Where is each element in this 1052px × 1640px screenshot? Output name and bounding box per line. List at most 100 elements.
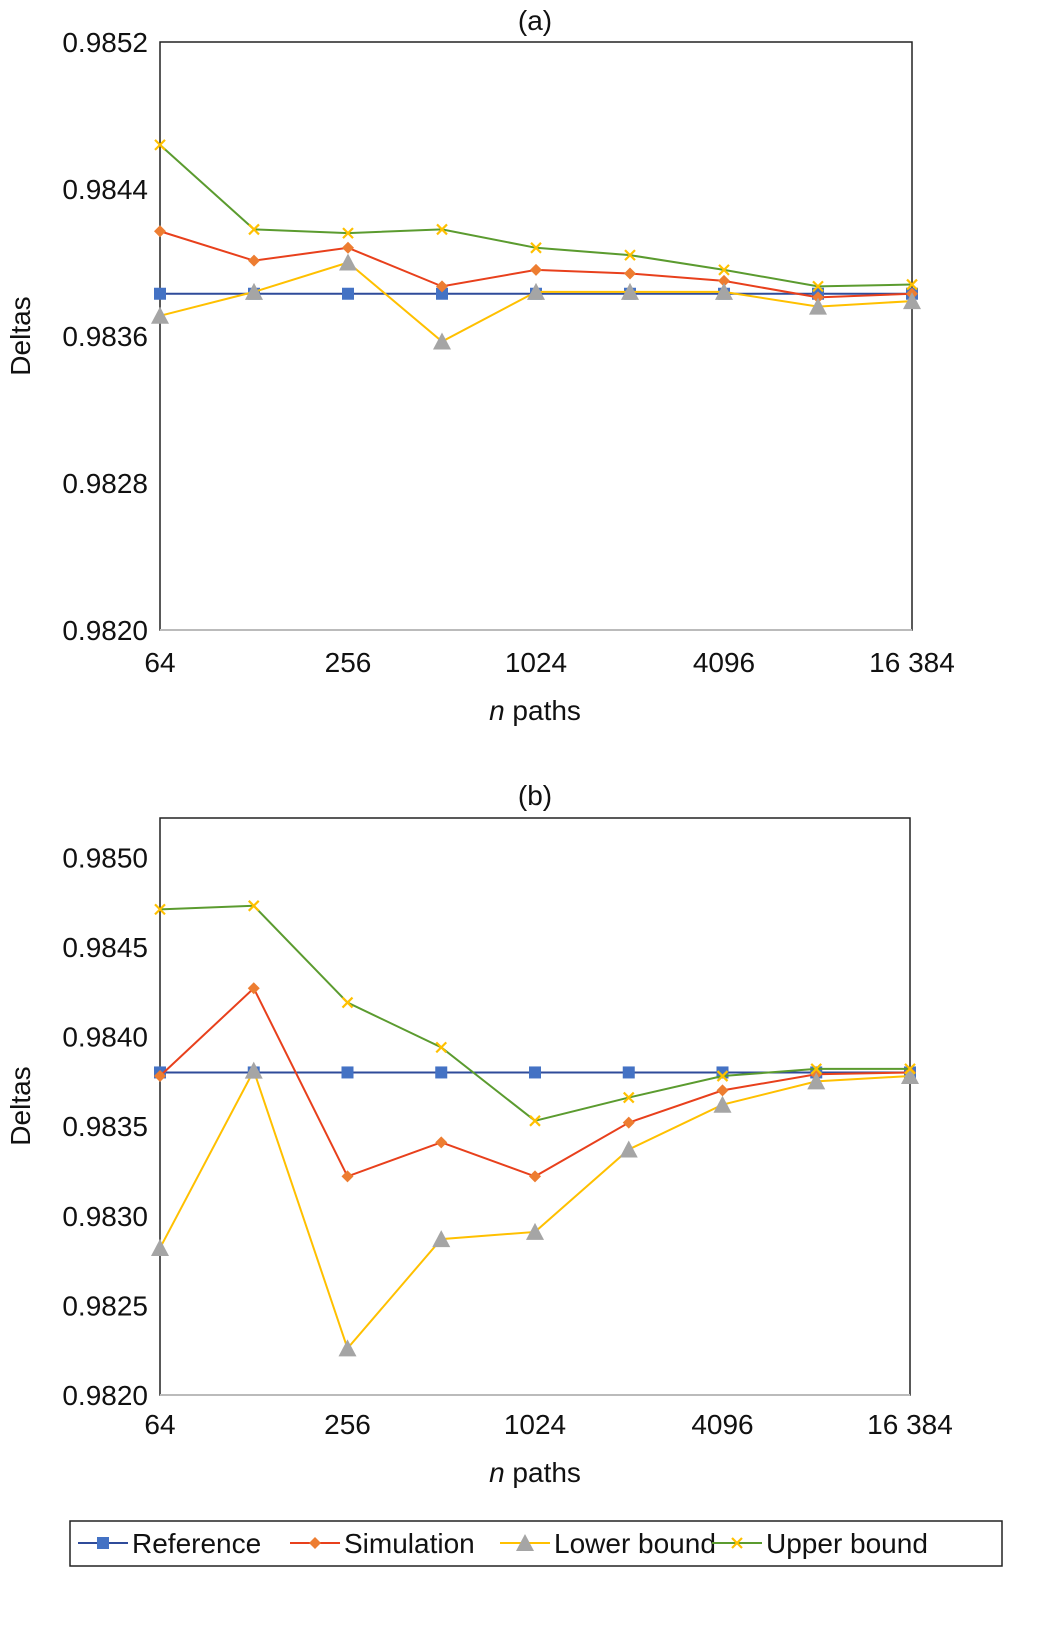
data-point-upper-bound	[530, 242, 542, 254]
panel-b-title: (b)	[518, 780, 552, 811]
y-tick-label: 0.9820	[62, 1380, 148, 1411]
data-point-upper-bound	[716, 1070, 729, 1082]
data-point-lower-bound	[619, 1140, 638, 1158]
series-upper-bound	[154, 900, 916, 1127]
data-point-lower-bound	[432, 1230, 451, 1248]
data-point-lower-bound	[715, 282, 733, 300]
data-point-simulation	[624, 267, 636, 280]
legend-label-simulation: Simulation	[344, 1528, 475, 1559]
data-point-reference	[529, 1066, 541, 1079]
data-point-lower-bound	[338, 1339, 357, 1357]
panel-a-xlabel-n: n	[489, 695, 505, 726]
data-point-upper-bound	[810, 1063, 823, 1075]
series-simulation	[154, 982, 916, 1183]
panel-b-xlabel-n: n	[489, 1457, 505, 1488]
plot-area	[159, 41, 913, 631]
data-point-simulation	[248, 254, 260, 267]
data-point-upper-bound	[342, 227, 354, 239]
data-point-simulation	[154, 1070, 166, 1083]
data-point-lower-bound	[433, 332, 451, 350]
data-point-lower-bound	[526, 1222, 544, 1240]
data-point-simulation	[436, 280, 448, 293]
data-point-reference	[435, 1066, 448, 1079]
data-point-simulation	[622, 1116, 635, 1129]
data-point-upper-bound	[436, 223, 448, 236]
panel-a-xlabel: n paths	[489, 695, 581, 726]
panel-b-ylabel: Deltas	[5, 1066, 36, 1145]
data-point-reference	[154, 287, 166, 300]
data-point-upper-bound	[622, 1091, 635, 1104]
data-point-lower-bound	[621, 282, 639, 300]
data-point-lower-bound	[807, 1072, 826, 1090]
data-point-lower-bound	[527, 282, 545, 300]
legend-entry-reference: Reference	[78, 1528, 261, 1559]
y-tick-label: 0.9835	[62, 1111, 148, 1142]
panel-b-xlabel-rest: paths	[505, 1457, 581, 1488]
x-tick-label: 256	[324, 1409, 371, 1440]
legend-entry-lower-bound: Lower bound	[500, 1528, 716, 1559]
data-point-lower-bound	[151, 306, 169, 324]
y-tick-label: 0.9836	[62, 321, 148, 352]
x-tick-label: 4096	[691, 1409, 753, 1440]
legend-label-lower-bound: Lower bound	[554, 1528, 716, 1559]
data-point-upper-bound	[435, 1041, 448, 1054]
data-point-simulation	[530, 263, 542, 276]
data-point-upper-bound	[812, 280, 824, 293]
y-tick-label: 0.9825	[62, 1290, 148, 1321]
data-point-upper-bound	[154, 903, 166, 916]
series-line-upper-bound	[159, 904, 910, 1122]
legend-label-reference: Reference	[132, 1528, 261, 1559]
series-lower-bound	[151, 253, 921, 350]
data-point-lower-bound	[245, 282, 263, 300]
data-point-upper-bound	[904, 1063, 916, 1075]
data-point-reference	[436, 287, 448, 300]
data-point-simulation	[435, 1136, 448, 1149]
series-simulation	[154, 225, 918, 304]
x-tick-label: 1024	[504, 1409, 566, 1440]
y-tick-label: 0.9845	[62, 932, 148, 963]
legend-marker-simulation	[309, 1537, 321, 1549]
y-tick-label: 0.9850	[62, 842, 148, 873]
panel-a-xlabel-rest: paths	[505, 695, 581, 726]
x-tick-label: 64	[144, 647, 175, 678]
legend-marker-lower-bound	[516, 1534, 534, 1551]
data-point-lower-bound	[713, 1095, 732, 1113]
data-point-upper-bound	[247, 900, 260, 912]
data-point-simulation	[529, 1170, 541, 1183]
data-point-reference	[622, 1066, 635, 1079]
y-tick-label: 0.9844	[62, 174, 148, 205]
x-tick-label: 64	[144, 1409, 175, 1440]
data-point-lower-bound	[901, 1067, 919, 1085]
data-point-simulation	[718, 274, 730, 287]
y-tick-label: 0.9852	[62, 27, 148, 58]
panel-a: (a) Deltas n paths 0.9820 0.9828 0.9836 0.9…	[5, 5, 955, 726]
x-tick-label: 16 384	[869, 647, 955, 678]
x-tick-label: 4096	[693, 647, 755, 678]
series-line-simulation	[159, 986, 911, 1178]
data-point-lower-bound	[244, 1061, 263, 1079]
data-point-lower-bound	[339, 253, 357, 271]
data-point-lower-bound	[151, 1239, 169, 1257]
panel-b-xlabel: n paths	[489, 1457, 581, 1488]
data-point-upper-bound	[624, 249, 636, 261]
series-line-lower-bound	[159, 1068, 911, 1351]
data-point-reference	[342, 287, 354, 300]
data-point-simulation	[154, 225, 166, 238]
legend-entry-upper-bound: Upper bound	[712, 1528, 928, 1559]
y-tick-label: 0.9830	[62, 1201, 148, 1232]
legend: Reference Simulation Lower bound Upper boun…	[69, 1520, 1003, 1567]
plot-area	[159, 817, 911, 1396]
panel-a-ylabel: Deltas	[5, 296, 36, 375]
data-point-simulation	[812, 291, 824, 304]
panel-a-title: (a)	[518, 5, 552, 36]
data-point-upper-bound	[341, 996, 354, 1009]
series-lower-bound	[151, 1061, 919, 1357]
data-point-upper-bound	[248, 223, 260, 236]
data-point-simulation	[247, 982, 260, 995]
y-tick-label: 0.9828	[62, 468, 148, 499]
data-point-lower-bound	[903, 292, 921, 310]
legend-marker-upper-bound	[731, 1537, 743, 1549]
legend-label-upper-bound: Upper bound	[766, 1528, 928, 1559]
data-point-upper-bound	[529, 1115, 541, 1127]
